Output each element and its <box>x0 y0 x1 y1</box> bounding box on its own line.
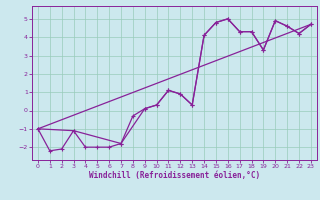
X-axis label: Windchill (Refroidissement éolien,°C): Windchill (Refroidissement éolien,°C) <box>89 171 260 180</box>
